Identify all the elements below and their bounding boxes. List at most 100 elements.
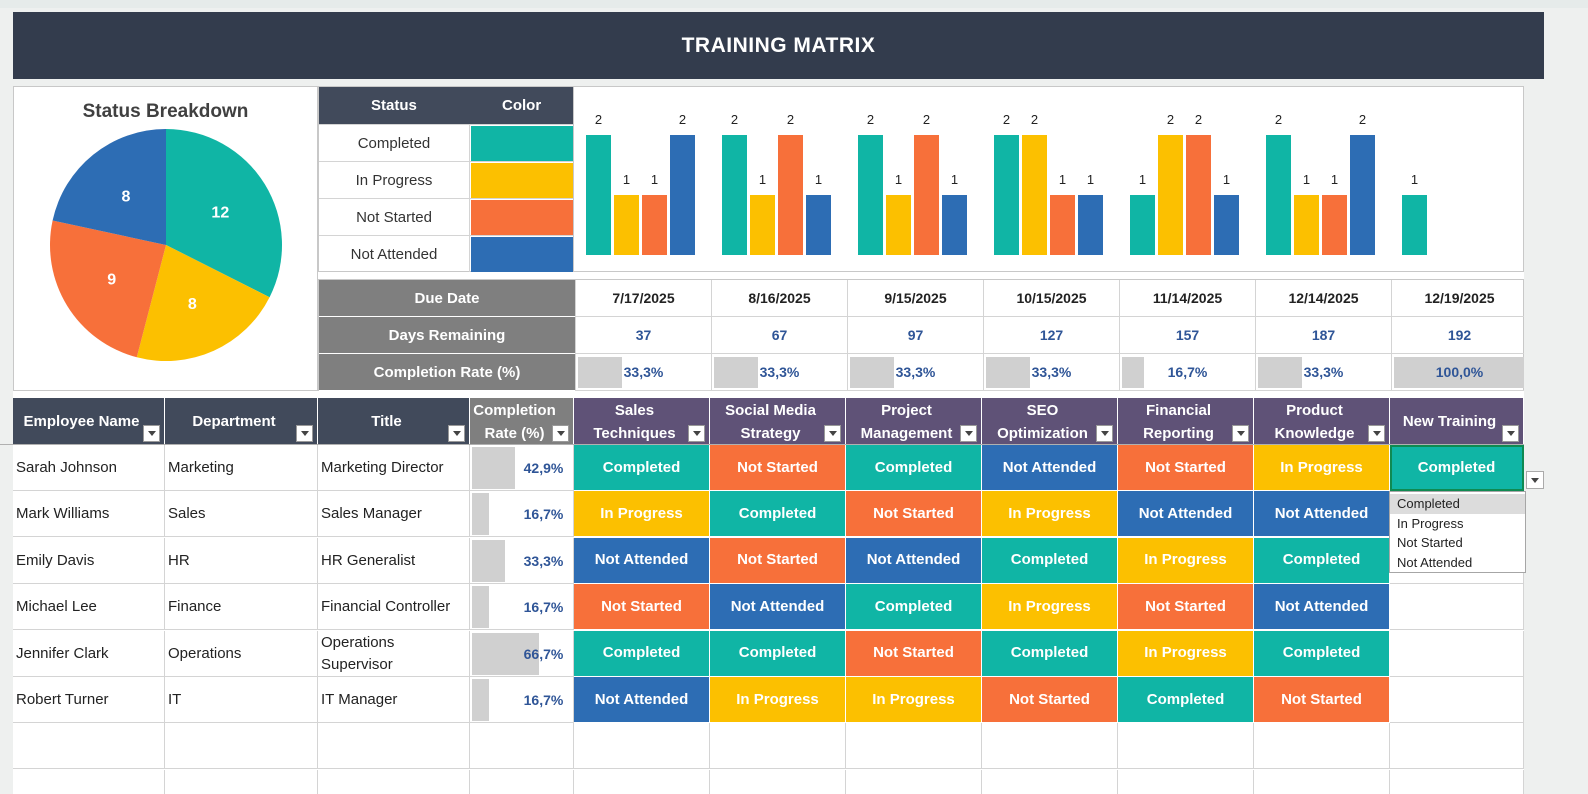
cell-training-status[interactable]: In Progress [982,584,1118,631]
cell-title[interactable] [318,769,470,794]
cell-employee-name[interactable]: Sarah Johnson [13,445,165,491]
cell-department[interactable] [165,769,318,794]
filter-dropdown-icon[interactable] [448,425,465,442]
cell-training-status[interactable]: Not Started [1118,584,1254,631]
cell-training-status[interactable]: Completed [982,537,1118,584]
cell-training-status[interactable]: Not Attended [574,677,710,723]
cell-training-status[interactable] [1390,677,1524,723]
cell-training-status[interactable]: Completed [574,630,710,677]
cell-completion-rate[interactable]: 16,7% [470,677,574,723]
cell-training-status[interactable]: Not Started [710,537,846,584]
cell-training-status[interactable]: Completed [982,630,1118,677]
cell-department[interactable] [165,723,318,770]
filter-dropdown-icon[interactable] [1368,425,1385,442]
cell-training-status[interactable] [574,723,710,770]
cell-training-status[interactable] [574,769,710,794]
filter-dropdown-icon[interactable] [143,425,160,442]
cell-training-status[interactable] [1390,584,1524,631]
cell-completion-rate[interactable] [470,723,574,770]
cell-training-status[interactable] [846,769,982,794]
cell-training-status[interactable]: In Progress [710,677,846,723]
cell-training-status[interactable]: In Progress [846,677,982,723]
cell-training-status[interactable] [1118,769,1254,794]
cell-training-status[interactable]: Not Attended [982,445,1118,491]
cell-employee-name[interactable]: Emily Davis [13,537,165,584]
cell-training-status[interactable]: Not Started [846,630,982,677]
cell-department[interactable]: Marketing [165,445,318,491]
cell-training-status[interactable] [1118,723,1254,770]
filter-dropdown-icon[interactable] [1096,425,1113,442]
dropdown-option-completed[interactable]: Completed [1390,494,1525,514]
cell-training-status[interactable] [982,769,1118,794]
cell-title[interactable]: IT Manager [318,677,470,723]
cell-training-status[interactable] [1390,769,1524,794]
filter-dropdown-icon[interactable] [824,425,841,442]
cell-training-status[interactable]: Completed [574,445,710,491]
cell-training-status[interactable]: Completed [710,630,846,677]
filter-dropdown-icon[interactable] [296,425,313,442]
cell-training-status[interactable]: Not Started [574,584,710,631]
cell-training-status[interactable]: In Progress [1118,537,1254,584]
cell-training-status[interactable] [710,723,846,770]
cell-training-status[interactable]: In Progress [1118,630,1254,677]
cell-employee-name[interactable]: Michael Lee [13,584,165,631]
cell-training-status[interactable] [1254,769,1390,794]
cell-training-status[interactable]: Completed [1254,630,1390,677]
filter-dropdown-icon[interactable] [1502,425,1519,442]
cell-employee-name[interactable] [13,723,165,770]
filter-dropdown-icon[interactable] [552,425,569,442]
cell-department[interactable]: IT [165,677,318,723]
chevron-down-icon[interactable] [1526,471,1544,489]
cell-department[interactable]: Operations [165,630,318,677]
cell-training-status[interactable] [1390,723,1524,770]
cell-training-status[interactable]: Not Started [1254,677,1390,723]
cell-title[interactable]: Sales Manager [318,491,470,538]
cell-training-status[interactable]: Not Started [710,445,846,491]
cell-training-status[interactable]: Completed [1254,537,1390,584]
cell-training-status[interactable]: Not Attended [1118,491,1254,538]
cell-training-status[interactable]: Not Started [846,491,982,538]
cell-title[interactable] [318,723,470,770]
cell-training-status[interactable] [1254,723,1390,770]
dropdown-option-not-attended[interactable]: Not Attended [1397,554,1473,570]
cell-training-status[interactable] [846,723,982,770]
cell-completion-rate[interactable]: 16,7% [470,584,574,631]
filter-dropdown-icon[interactable] [960,425,977,442]
cell-training-status[interactable]: Not Attended [710,584,846,631]
cell-training-status[interactable]: Completed [710,491,846,538]
cell-title[interactable]: HR Generalist [318,537,470,584]
filter-dropdown-icon[interactable] [1232,425,1249,442]
cell-training-status[interactable]: In Progress [1254,445,1390,491]
cell-training-status[interactable]: Not Attended [574,537,710,584]
cell-training-status[interactable]: Not Started [982,677,1118,723]
filter-dropdown-icon[interactable] [688,425,705,442]
cell-training-status[interactable]: Completed [1390,445,1524,491]
cell-training-status[interactable] [982,723,1118,770]
cell-employee-name[interactable]: Mark Williams [13,491,165,538]
cell-training-status[interactable]: Completed [1118,677,1254,723]
dropdown-option-in-progress[interactable]: In Progress [1397,515,1464,531]
cell-training-status[interactable]: Completed [846,445,982,491]
cell-department[interactable]: HR [165,537,318,584]
cell-training-status[interactable]: Completed [846,584,982,631]
cell-completion-rate[interactable] [470,769,574,794]
cell-department[interactable]: Sales [165,491,318,538]
cell-employee-name[interactable] [13,769,165,794]
cell-training-status[interactable]: In Progress [982,491,1118,538]
cell-employee-name[interactable]: Robert Turner [13,677,165,723]
cell-department[interactable]: Finance [165,584,318,631]
cell-training-status[interactable]: Not Attended [846,537,982,584]
cell-employee-name[interactable]: Jennifer Clark [13,630,165,677]
cell-title[interactable]: Financial Controller [318,584,470,631]
cell-completion-rate[interactable]: 33,3% [470,537,574,584]
cell-completion-rate[interactable]: 16,7% [470,491,574,538]
cell-training-status[interactable]: In Progress [574,491,710,538]
dropdown-option-not-started[interactable]: Not Started [1397,535,1463,551]
status-dropdown-list[interactable]: Completed In Progress Not Started Not Atten… [1389,491,1526,573]
cell-completion-rate[interactable]: 66,7% [470,630,574,677]
cell-completion-rate[interactable]: 42,9% [470,445,574,491]
cell-training-status[interactable]: Not Attended [1254,491,1390,538]
cell-training-status[interactable] [710,769,846,794]
cell-title[interactable]: Marketing Director [318,445,470,491]
cell-training-status[interactable]: Not Attended [1254,584,1390,631]
